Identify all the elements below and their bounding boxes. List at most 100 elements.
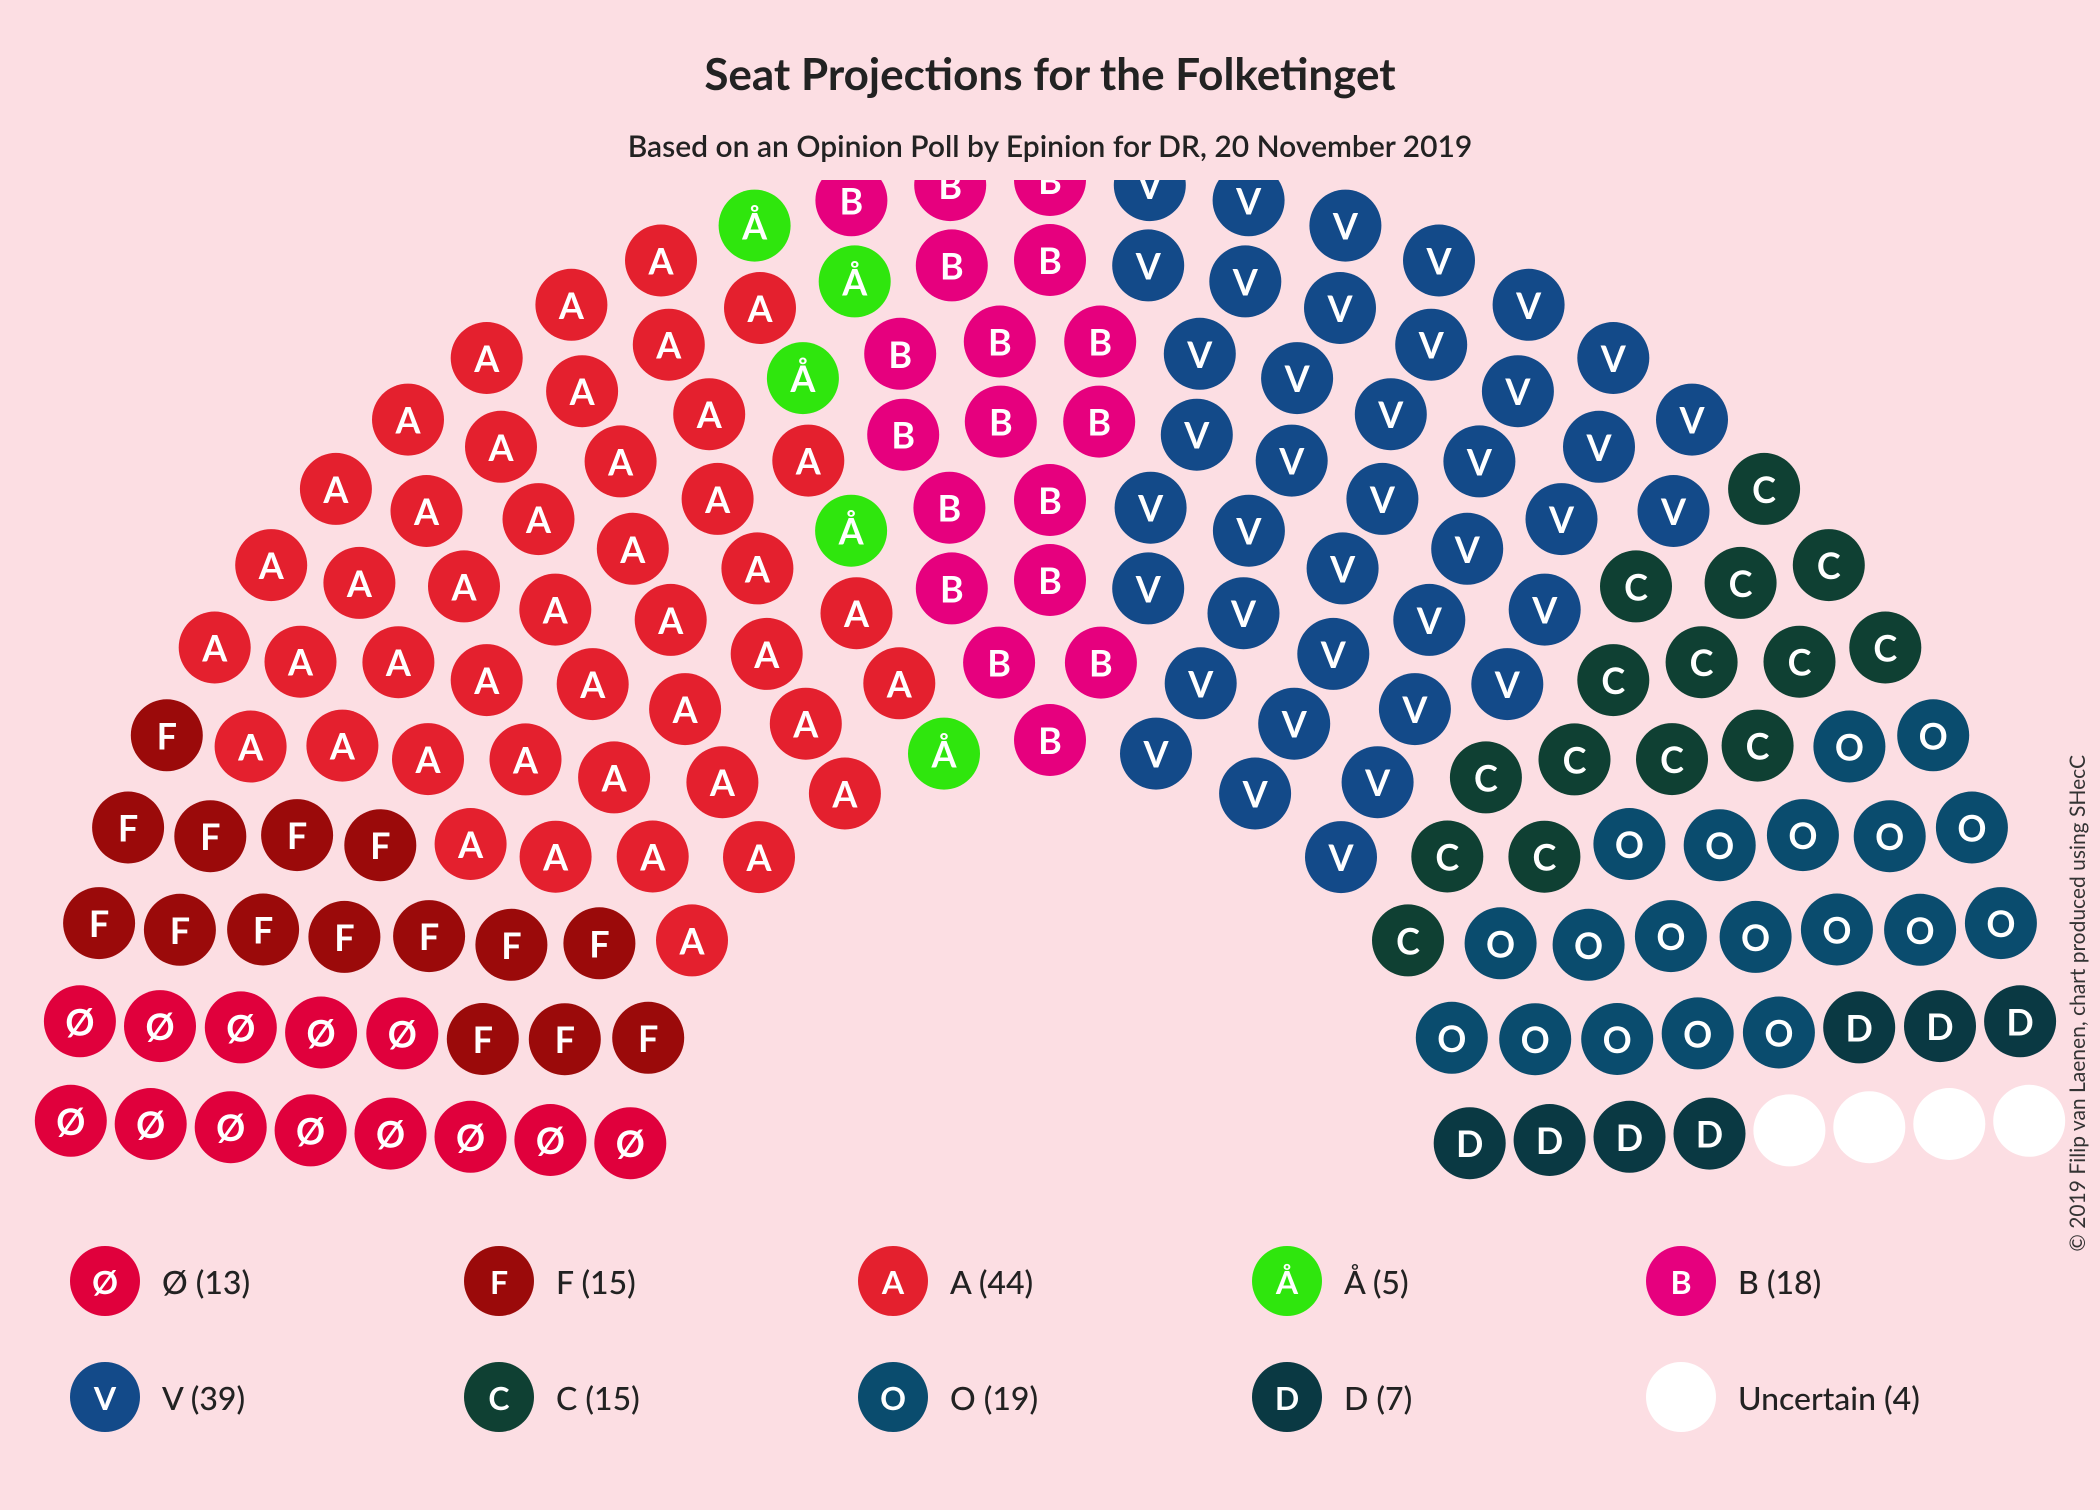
seat: O [1635,900,1707,972]
seat: A [520,821,592,893]
seat: V [1297,618,1369,690]
svg-text:V: V [1416,598,1443,642]
seat: A [265,626,337,698]
svg-text:B: B [1089,641,1113,685]
svg-text:Ø: Ø [307,1011,336,1055]
legend-label: V (39) [162,1378,245,1417]
seat: B [1064,306,1136,378]
seat: V [1638,475,1710,547]
svg-text:A: A [657,598,684,642]
seat: A [215,711,287,783]
svg-text:B: B [891,413,915,457]
svg-text:A: A [619,527,646,571]
svg-text:F: F [419,914,439,958]
seat: Ø [594,1107,666,1179]
svg-text:A: A [322,467,349,511]
svg-text:V: V [1230,591,1257,635]
seat: A [490,723,562,795]
seat: B [1014,544,1086,616]
legend-swatch: F [464,1246,534,1316]
svg-text:V: V [1284,356,1311,400]
svg-text:A: A [647,239,674,283]
seat: A [809,758,881,830]
svg-text:A: A [542,835,569,879]
svg-text:F: F [501,923,521,967]
svg-text:F: F [473,1017,493,1061]
svg-text:Ø: Ø [376,1112,405,1156]
seat: Ø [205,991,277,1063]
svg-text:V: V [1401,687,1428,731]
seat: F [529,1003,601,1075]
seat: Å [719,190,791,262]
svg-text:F: F [157,713,177,757]
legend-item: DD (7) [1252,1362,1636,1432]
svg-text:V: V [1494,662,1521,706]
svg-text:A: A [831,772,858,816]
svg-text:B: B [1038,478,1062,522]
seat: V [1342,746,1414,818]
legend-swatch [1646,1362,1716,1432]
svg-text:V: V [1585,425,1612,469]
svg-text:A: A [672,687,699,731]
legend-label: O (19) [950,1378,1038,1417]
svg-text:C: C [1690,640,1714,684]
svg-text:B: B [940,566,964,610]
seat: O [1965,887,2037,959]
seat: C [1764,626,1836,698]
seat: A [323,547,395,619]
seat: C [1728,453,1800,525]
seat: A [863,647,935,719]
seat: V [1309,190,1381,262]
seat: V [1577,322,1649,394]
svg-text:Ø: Ø [226,1005,255,1049]
svg-text:V: V [1136,180,1163,207]
svg-text:O: O [1764,1011,1793,1055]
svg-text:D: D [1536,1118,1563,1162]
seat: B [1063,386,1135,458]
svg-text:V: V [1242,772,1269,816]
seat: O [1416,1002,1488,1074]
legend: ØØ (13)FF (15)AA (44)ÅÅ (5)BB (18)VV (39… [70,1246,2030,1432]
svg-text:O: O [1919,713,1948,757]
seat: C [1577,644,1649,716]
svg-text:C: C [1396,918,1420,962]
seat: B [1014,224,1086,296]
svg-text:V: V [1425,239,1452,283]
legend-swatch: B [1646,1246,1716,1316]
svg-text:Ø: Ø [216,1105,245,1149]
svg-text:A: A [201,626,228,670]
svg-text:Å: Å [838,509,865,553]
seat: A [372,384,444,456]
seat: A [392,723,464,795]
seat: A [770,688,842,760]
svg-text:F: F [287,813,307,857]
legend-swatch: D [1252,1362,1322,1432]
seat: D [1823,991,1895,1063]
seat: V [1395,309,1467,381]
svg-text:A: A [558,283,585,327]
svg-text:A: A [745,835,772,879]
seat: V [1656,384,1728,456]
seat: V [1165,647,1237,719]
svg-text:O: O [1957,806,1986,850]
seat: D [1434,1107,1506,1179]
seat: C [1539,723,1611,795]
seat: A [721,532,793,604]
svg-text:A: A [473,336,500,380]
seat: Ø [514,1104,586,1176]
seat: C [1666,626,1738,698]
seat: C [1849,612,1921,684]
seat: A [673,378,745,450]
svg-text:V: V [1678,398,1705,442]
seat: A [519,574,591,646]
seat: V [1471,648,1543,720]
svg-text:Ø: Ø [145,1004,174,1048]
svg-text:V: V [1377,392,1404,436]
seat: V [1526,483,1598,555]
seat: A [772,425,844,497]
seat: V [1403,225,1475,297]
seat: B [1014,180,1086,216]
svg-text:B: B [940,243,964,287]
seat: V [1482,355,1554,427]
svg-text:V: V [1327,835,1354,879]
